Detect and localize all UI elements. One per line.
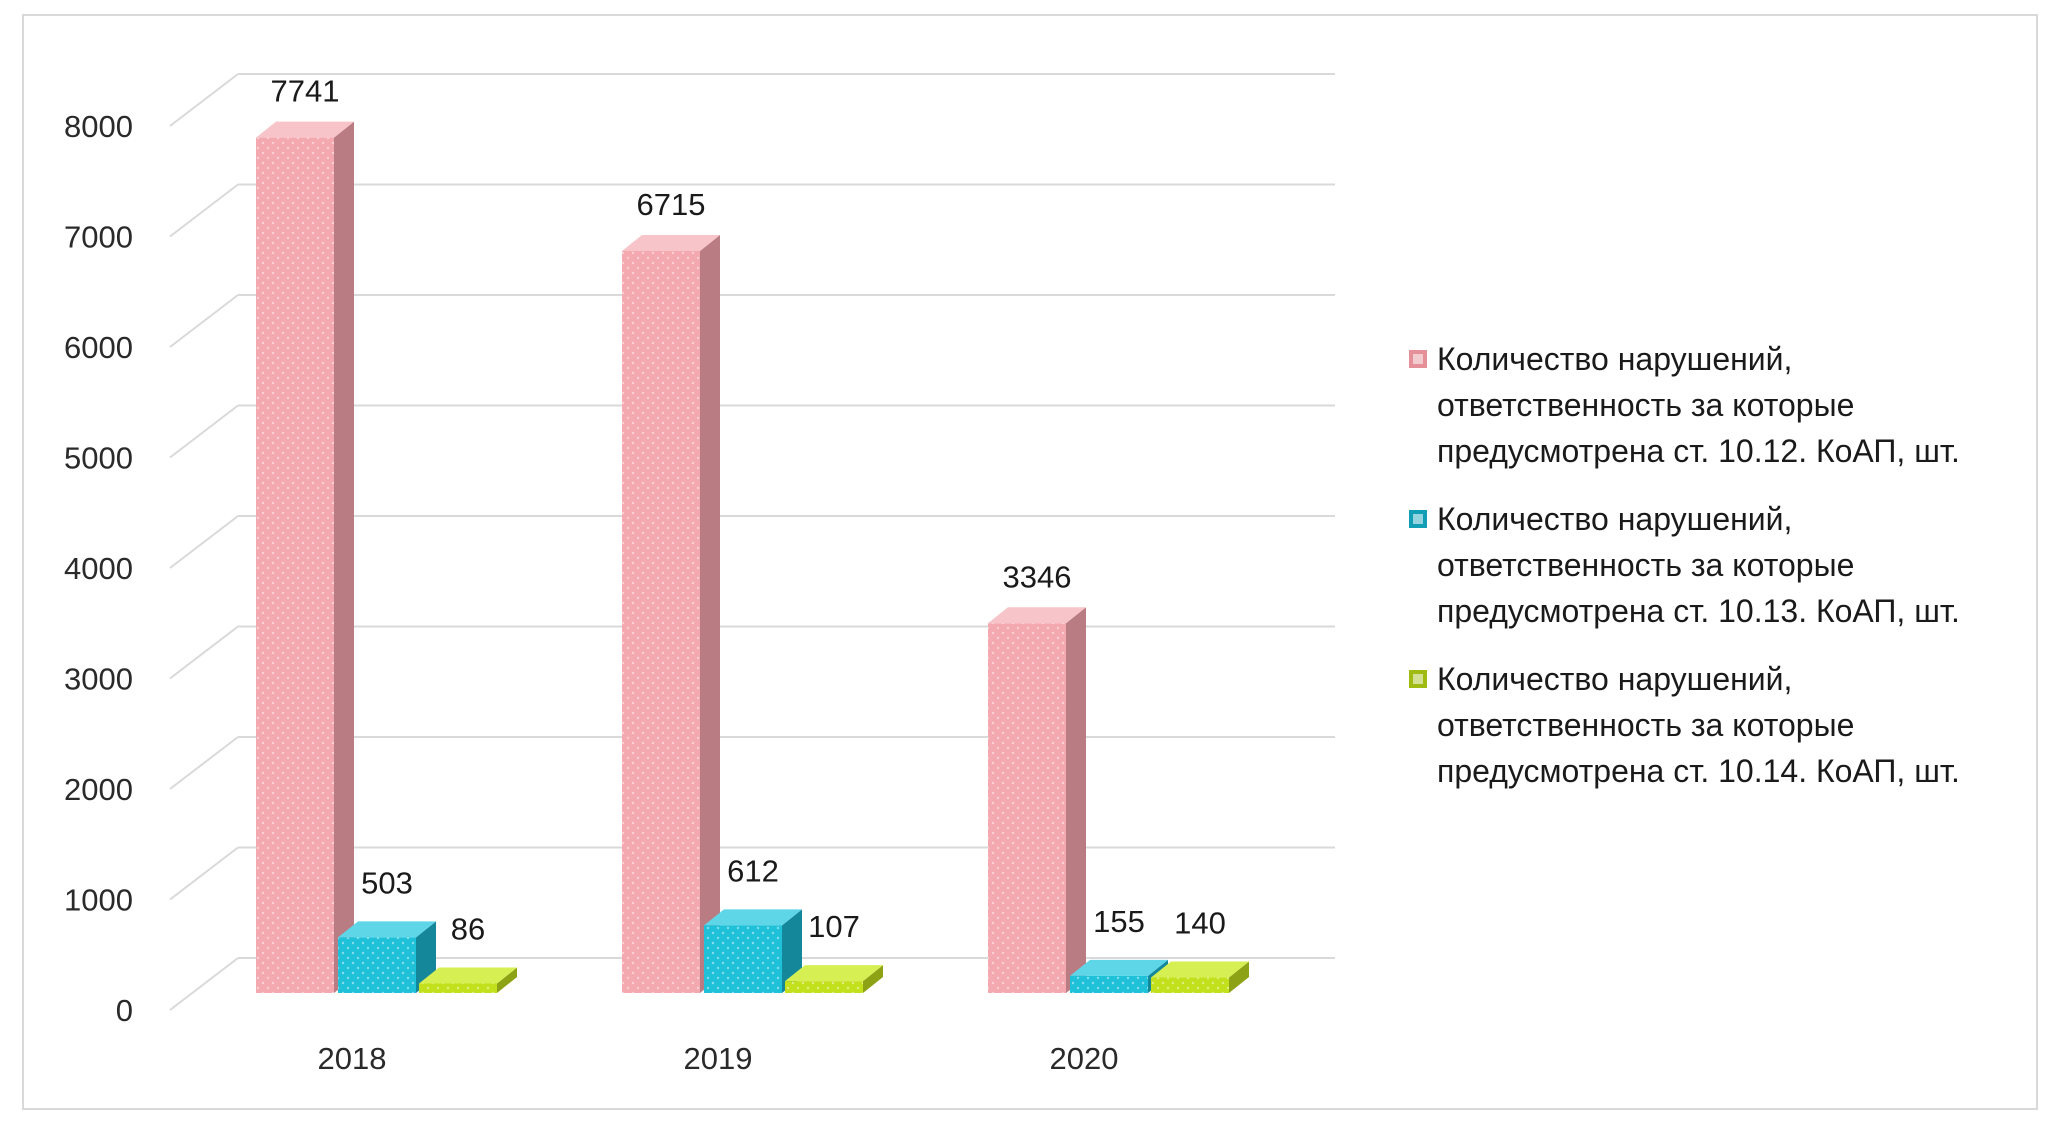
gridline-depth [169,73,239,127]
bar-top [419,967,517,984]
bar-2020-series-2 [1070,959,1168,993]
gridline-depth [169,625,239,680]
bar-texture [785,981,863,993]
bar-2019-series-3 [785,965,883,993]
bar-side [1066,607,1086,993]
y-tick-label: 4000 [64,551,133,586]
y-tick-label: 8000 [64,109,133,144]
y-tick-label: 3000 [64,662,133,697]
bar-2019-series-1 [622,234,720,993]
x-tick-label: 2018 [318,1041,387,1076]
bar-2018-series-2 [338,921,436,993]
data-label: 155 [1093,904,1145,939]
y-tick-label: 6000 [64,330,133,365]
legend-item-10-13: Количество нарушений, ответственность за… [1405,496,2025,634]
bar-top [338,921,436,938]
legend-item-10-12: Количество нарушений, ответственность за… [1405,336,2025,474]
gridline-depth [169,404,239,459]
bar-side [497,967,517,993]
bar-2020-series-3 [1151,961,1249,993]
bar-texture [256,137,334,993]
bar-top [1070,959,1168,976]
bar-texture [338,937,416,993]
bar-side [863,965,883,993]
gridline-depth [169,846,239,901]
gridline-depth [169,736,239,790]
gridline-depth [169,183,239,238]
legend-swatch-cyan [1409,510,1427,528]
data-label: 86 [451,911,485,946]
x-tick-label: 2019 [684,1041,753,1076]
bar-texture [622,250,700,993]
data-label: 7741 [271,74,340,109]
bar-texture [1151,977,1229,993]
bar-side [334,121,354,993]
bar-top [622,234,720,251]
gridline-depth [169,957,239,1011]
bar-top [704,909,802,926]
x-tick-label: 2020 [1050,1041,1119,1076]
legend-swatch-green [1409,670,1427,688]
y-tick-label: 0 [116,993,133,1028]
bar-top [1151,961,1249,978]
bar-texture [1070,975,1148,993]
bar-texture [988,623,1066,993]
y-tick-label: 2000 [64,772,133,807]
bar-top [988,607,1086,624]
bar-top [785,965,883,982]
legend-item-10-14: Количество нарушений, ответственность за… [1405,656,2025,794]
legend-label: Количество нарушений, ответственность за… [1437,341,1960,469]
bar-side [700,234,720,993]
legend-swatch-pink [1409,350,1427,368]
data-label: 3346 [1003,559,1072,594]
bar-2020-series-1 [988,607,1086,993]
legend-label: Количество нарушений, ответственность за… [1437,661,1960,789]
bar-side [1229,961,1249,993]
y-tick-label: 7000 [64,220,133,255]
legend-label: Количество нарушений, ответственность за… [1437,501,1960,629]
bar-2019-series-2 [704,909,802,993]
bar-2018-series-3 [419,967,517,993]
data-label: 140 [1174,906,1226,941]
data-label: 612 [727,853,779,888]
bar-texture [704,925,782,993]
gridline-depth [169,294,239,348]
data-label: 503 [361,865,413,900]
y-tick-label: 5000 [64,441,133,476]
gridline-depth [169,515,239,569]
y-tick-label: 1000 [64,883,133,918]
chart-legend: Количество нарушений, ответственность за… [1405,336,2025,816]
bar-2018-series-1 [256,121,354,993]
bar-texture [419,983,497,993]
data-label: 107 [808,909,860,944]
data-label: 6715 [637,187,706,222]
bar-top [256,121,354,138]
